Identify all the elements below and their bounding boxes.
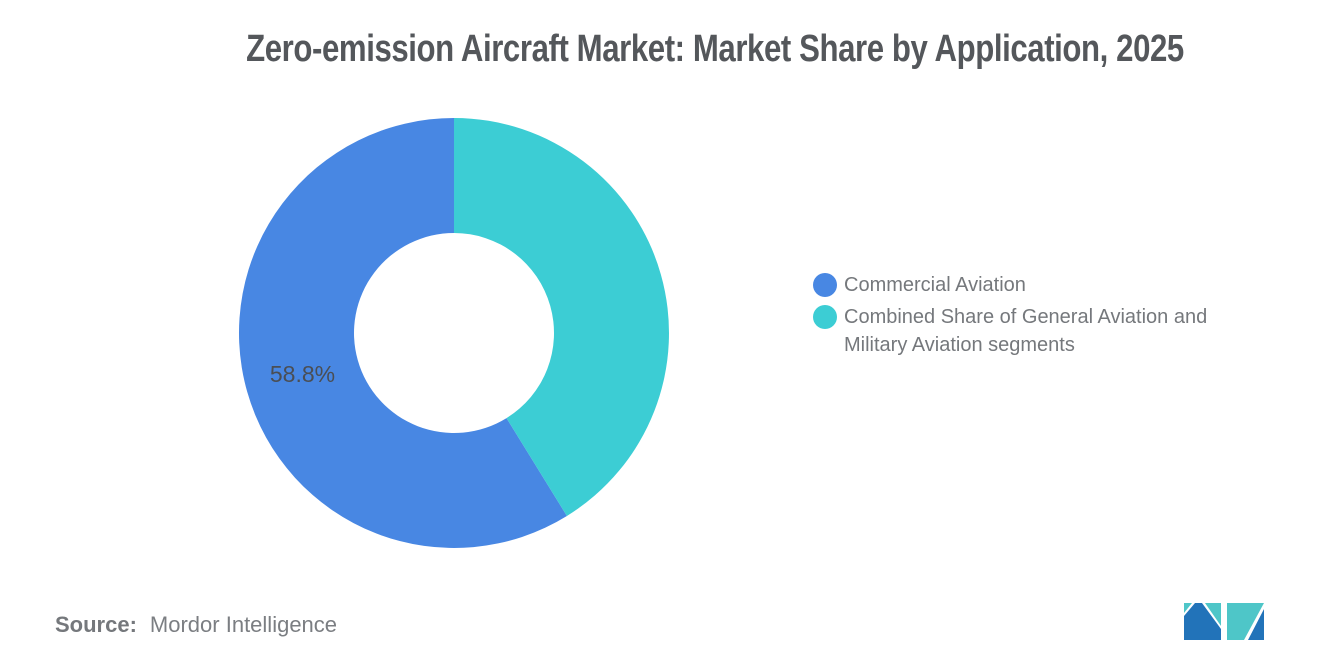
- source-line: Source: Mordor Intelligence: [55, 612, 337, 638]
- mordor-intelligence-logo: [1184, 603, 1264, 640]
- logo-mark-left: [1184, 603, 1221, 640]
- legend-item-combined-share: Combined Share of General Aviation and M…: [813, 303, 1263, 359]
- legend-label-combined-share: Combined Share of General Aviation and M…: [844, 306, 1208, 356]
- logo-mark-right: [1227, 603, 1264, 640]
- legend-dot-combined-share-icon: [813, 305, 837, 329]
- source-label: Source:: [55, 612, 137, 637]
- donut-slice-combined-share-of-general-aviation-and-m: [454, 118, 669, 516]
- legend-item-commercial-aviation: Commercial Aviation: [813, 271, 1263, 299]
- donut-chart: 58.8%: [238, 117, 669, 549]
- chart-title: Zero-emission Aircraft Market: Market Sh…: [246, 28, 1184, 70]
- source-value: Mordor Intelligence: [149, 612, 338, 637]
- legend-dot-commercial-aviation-icon: [813, 273, 837, 297]
- legend-label-commercial-aviation: Commercial Aviation: [844, 274, 1026, 296]
- slice-data-label: 58.8%: [270, 361, 335, 387]
- donut-slice-commercial-aviation: [238, 117, 567, 549]
- legend: Commercial Aviation Combined Share of Ge…: [813, 271, 1263, 363]
